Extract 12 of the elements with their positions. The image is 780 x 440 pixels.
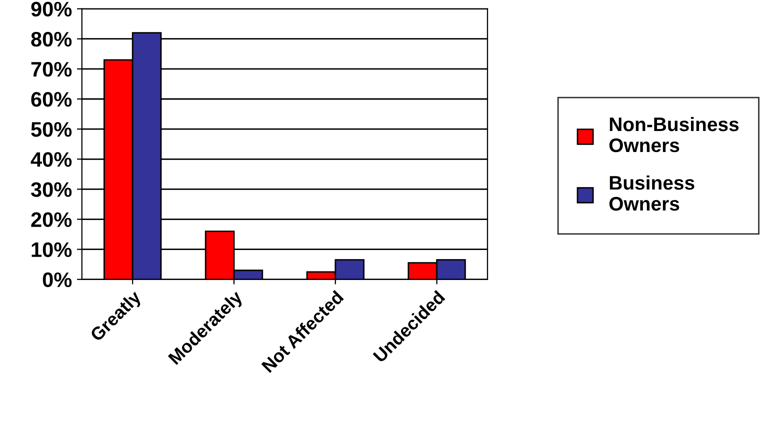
- y-tick-label: 10%: [32, 242, 72, 258]
- y-tick-label: 30%: [30, 182, 72, 197]
- legend-label: Non-Business Owners: [609, 116, 739, 152]
- y-tick-label: 80%: [31, 32, 72, 47]
- y-tick-label: 0%: [42, 272, 72, 288]
- legend-label: Business Owners: [609, 175, 694, 211]
- y-tick-label: 50%: [31, 122, 72, 137]
- y-tick-label: 60%: [31, 92, 72, 107]
- y-tick-label: 70%: [31, 62, 72, 77]
- y-tick-label: 20%: [31, 212, 72, 228]
- y-tick-label: 40%: [30, 152, 72, 167]
- y-tick-label: 90%: [31, 2, 72, 17]
